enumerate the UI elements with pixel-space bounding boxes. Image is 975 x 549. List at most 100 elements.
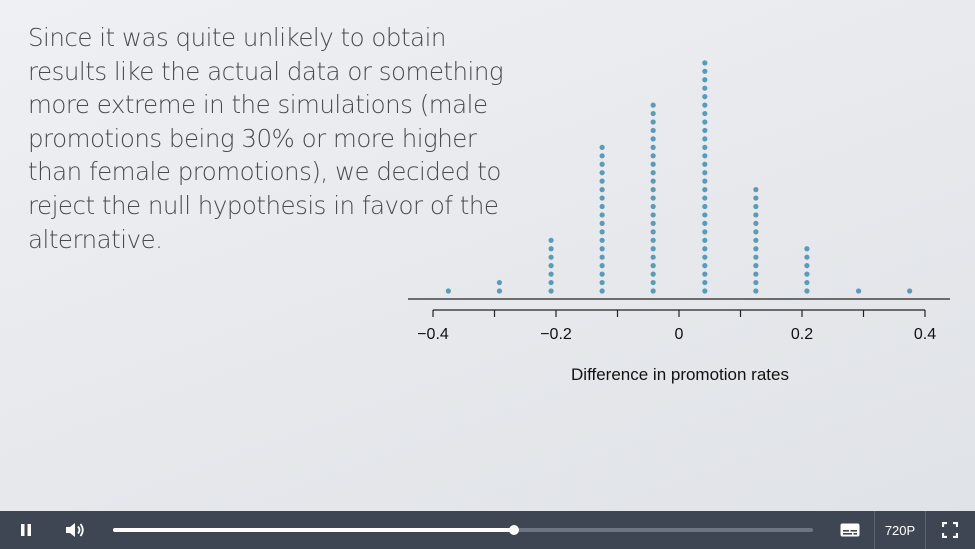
data-point <box>650 288 656 294</box>
x-axis-tick-label: −0.2 <box>540 326 572 343</box>
captions-button[interactable] <box>832 511 868 549</box>
data-point <box>702 254 708 260</box>
x-axis-ticks: −0.4 −0.2 0 0.2 0.4 <box>417 309 936 343</box>
data-point <box>650 229 656 235</box>
data-point <box>650 127 656 134</box>
data-point <box>753 279 759 286</box>
data-point <box>650 178 656 184</box>
data-point <box>702 229 708 235</box>
data-point <box>599 195 605 201</box>
data-point <box>650 263 656 269</box>
data-point <box>650 254 656 260</box>
data-point <box>650 102 656 108</box>
data-point <box>650 119 656 125</box>
slide-text-line: than female promotions), we decided to <box>28 157 501 187</box>
data-point <box>650 203 656 210</box>
data-point <box>650 279 656 286</box>
fullscreen-button[interactable] <box>932 511 968 549</box>
data-point <box>599 161 605 167</box>
data-point <box>496 279 503 286</box>
data-point <box>702 60 708 66</box>
data-point <box>702 119 708 125</box>
data-point <box>599 237 605 243</box>
data-point <box>650 246 656 252</box>
data-point <box>702 203 708 210</box>
progress-bar[interactable] <box>113 525 813 535</box>
progress-fill <box>113 528 515 532</box>
data-point <box>650 187 656 193</box>
slide-text: Since it was quite unlikely to obtain re… <box>28 21 518 256</box>
data-point <box>599 178 605 184</box>
video-control-bar: 720P <box>0 511 975 549</box>
data-point <box>599 254 605 260</box>
data-point <box>548 279 554 286</box>
progress-handle[interactable] <box>509 525 520 535</box>
data-point <box>702 136 708 142</box>
data-point <box>599 246 605 252</box>
quality-label: 720P <box>884 522 916 538</box>
quality-button[interactable]: 720P <box>876 511 924 549</box>
data-point <box>702 161 708 167</box>
data-point <box>702 279 708 286</box>
data-point <box>599 203 605 210</box>
x-axis-tick-label: 0.4 <box>914 326 936 343</box>
data-point <box>548 288 554 294</box>
data-point <box>599 229 605 235</box>
data-point <box>753 271 759 277</box>
data-point <box>702 237 708 243</box>
data-point <box>702 288 708 294</box>
data-point <box>753 187 759 193</box>
data-point <box>702 170 708 176</box>
data-point <box>599 212 605 218</box>
data-point <box>804 288 810 294</box>
captions-icon <box>840 523 860 537</box>
data-point <box>599 263 605 269</box>
data-point <box>650 195 656 201</box>
data-point <box>702 68 708 74</box>
data-point <box>650 110 656 117</box>
data-point <box>702 220 708 226</box>
data-point <box>650 136 656 142</box>
data-point <box>599 220 605 226</box>
data-point <box>496 288 503 294</box>
data-point <box>702 110 708 117</box>
data-point <box>753 203 759 210</box>
slide-text-line: promotions being 30% or more higher <box>28 123 477 153</box>
dot-plot: −0.4 −0.2 0 0.2 0.4 Difference in promotion … <box>408 60 950 384</box>
slide-text-line: alternative. <box>28 224 163 254</box>
data-point <box>650 212 656 218</box>
dot-plot-points <box>445 60 913 294</box>
x-axis-tick-label: −0.4 <box>417 326 449 343</box>
slide: Since it was quite unlikely to obtain re… <box>28 21 950 384</box>
data-point <box>599 170 605 176</box>
slide-text-line: Since it was quite unlikely to obtain <box>28 23 446 52</box>
data-point <box>650 271 656 277</box>
data-point <box>702 94 708 100</box>
data-point <box>804 263 810 269</box>
data-point <box>753 195 759 201</box>
data-point <box>753 212 759 218</box>
data-point <box>855 288 862 294</box>
data-point <box>702 85 708 91</box>
data-point <box>650 237 656 243</box>
data-point <box>650 220 656 226</box>
data-point <box>804 254 810 260</box>
x-axis-tick-label: 0 <box>675 326 684 343</box>
data-point <box>753 263 759 269</box>
slide-text-line: more extreme in the simulations (male <box>28 90 488 120</box>
x-axis-label: Difference in promotion rates <box>571 365 789 384</box>
volume-button[interactable] <box>58 511 92 549</box>
data-point <box>599 187 605 193</box>
data-point <box>702 246 708 252</box>
pause-button[interactable] <box>10 511 42 549</box>
data-point <box>753 220 759 226</box>
data-point <box>804 246 810 252</box>
data-point <box>445 288 451 294</box>
data-point <box>548 254 554 260</box>
divider <box>925 511 926 549</box>
fullscreen-icon <box>942 522 958 538</box>
data-point <box>702 144 708 150</box>
data-point <box>753 246 759 252</box>
data-point <box>753 288 759 294</box>
data-point <box>804 279 810 286</box>
